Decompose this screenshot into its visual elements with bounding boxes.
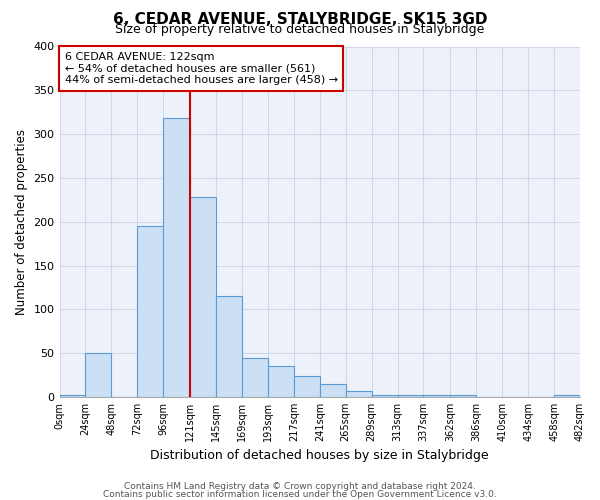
Bar	[320, 384, 346, 397]
Bar	[190, 197, 216, 397]
Bar	[268, 366, 294, 397]
Text: Contains public sector information licensed under the Open Government Licence v3: Contains public sector information licen…	[103, 490, 497, 499]
Bar	[451, 395, 476, 397]
Text: Size of property relative to detached houses in Stalybridge: Size of property relative to detached ho…	[115, 22, 485, 36]
Bar	[346, 391, 371, 397]
Bar	[398, 395, 424, 397]
Y-axis label: Number of detached properties: Number of detached properties	[15, 128, 28, 314]
Bar	[85, 353, 112, 397]
Bar	[59, 395, 85, 397]
Bar	[294, 376, 320, 397]
Bar	[242, 358, 268, 397]
Text: 6 CEDAR AVENUE: 122sqm
← 54% of detached houses are smaller (561)
44% of semi-de: 6 CEDAR AVENUE: 122sqm ← 54% of detached…	[65, 52, 338, 85]
Bar	[216, 296, 242, 397]
Bar	[371, 395, 398, 397]
Bar	[554, 395, 580, 397]
Text: 6, CEDAR AVENUE, STALYBRIDGE, SK15 3GD: 6, CEDAR AVENUE, STALYBRIDGE, SK15 3GD	[113, 12, 487, 28]
X-axis label: Distribution of detached houses by size in Stalybridge: Distribution of detached houses by size …	[151, 450, 489, 462]
Text: Contains HM Land Registry data © Crown copyright and database right 2024.: Contains HM Land Registry data © Crown c…	[124, 482, 476, 491]
Bar	[163, 118, 190, 397]
Bar	[137, 226, 163, 397]
Bar	[424, 395, 451, 397]
